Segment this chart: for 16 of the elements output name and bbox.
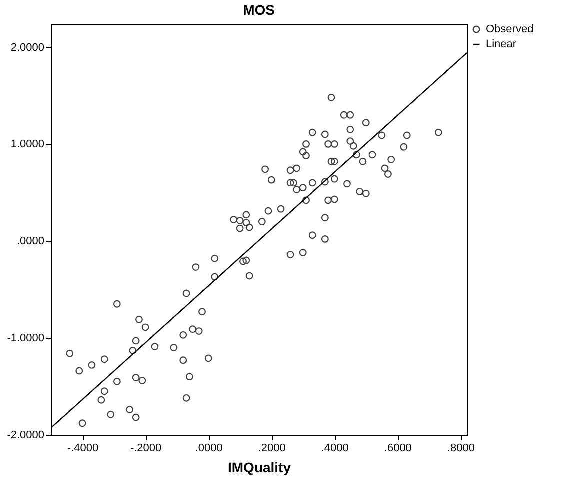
x-tick-label: .6000 <box>384 442 412 454</box>
x-tick-label: -.2000 <box>130 442 162 454</box>
x-tick-label: .0000 <box>195 442 223 454</box>
x-tick-label: -.4000 <box>67 442 99 454</box>
legend-label: Observed <box>486 24 534 36</box>
y-tick-label: 2.0000 <box>10 42 44 54</box>
x-tick-label: .2000 <box>258 442 286 454</box>
y-tick-label: .0000 <box>16 236 44 248</box>
y-tick-label: -2.0000 <box>7 430 44 442</box>
y-tick-label: 1.0000 <box>10 138 44 151</box>
x-tick-label: .4000 <box>321 442 349 454</box>
legend-label: Linear <box>486 38 517 50</box>
x-tick-label: .8000 <box>447 442 475 454</box>
chart-title: MOS <box>243 2 275 18</box>
x-axis-title: IMQuality <box>228 460 292 476</box>
y-tick-label: -1.0000 <box>7 332 44 345</box>
